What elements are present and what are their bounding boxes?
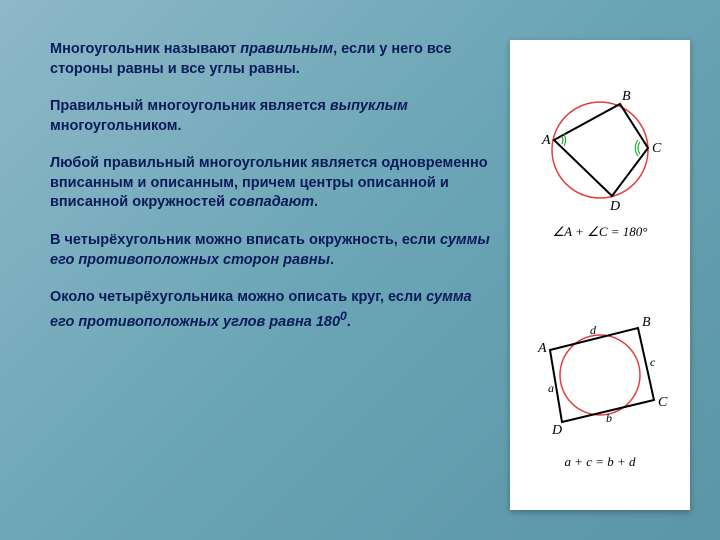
paragraph-1: Многоугольник называют правильным, если … — [50, 40, 490, 79]
p5-text-d: . — [347, 313, 351, 329]
p2-text-c: многоугольником. — [50, 118, 182, 134]
p1-text-b: правильным — [240, 41, 333, 57]
figure-column: A B C D ∠A + ∠C = 180° A B C D a b c d a… — [510, 40, 690, 510]
p4-text-a: В четырёхугольник можно вписать окружнос… — [50, 232, 440, 248]
svg-text:c: c — [650, 355, 656, 369]
svg-text:C: C — [652, 141, 662, 156]
svg-text:A: A — [537, 341, 547, 356]
p2-text-a: Правильный многоугольник является — [50, 98, 330, 114]
p3-text-c: . — [314, 194, 318, 210]
paragraph-5: Около четырёхугольника можно описать кру… — [50, 288, 490, 332]
svg-text:a: a — [548, 381, 554, 395]
figure-2: A B C D a b c d a + c = b + d — [515, 300, 685, 470]
svg-text:C: C — [658, 395, 668, 410]
paragraph-3: Любой правильный многоугольник является … — [50, 154, 490, 213]
svg-text:B: B — [622, 89, 631, 104]
figure-1-caption: ∠A + ∠C = 180° — [515, 224, 685, 240]
p2-text-b: выпуклым — [330, 98, 408, 114]
svg-text:D: D — [609, 199, 620, 214]
svg-text:D: D — [551, 423, 562, 438]
svg-text:A: A — [541, 133, 551, 148]
p1-text-a: Многоугольник называют — [50, 41, 240, 57]
svg-text:d: d — [590, 323, 597, 337]
p5-text-a: Около четырёхугольника можно описать кру… — [50, 289, 426, 305]
svg-text:b: b — [606, 411, 612, 425]
p3-text-b: совпадают — [229, 194, 314, 210]
text-column: Многоугольник называют правильным, если … — [50, 40, 510, 510]
inscribed-diagram: A B C D a b c d — [520, 300, 680, 450]
figure-1: A B C D ∠A + ∠C = 180° — [515, 80, 685, 240]
p4-text-c: . — [330, 252, 334, 268]
svg-text:B: B — [642, 315, 651, 330]
slide-content: Многоугольник называют правильным, если … — [0, 0, 720, 540]
circumscribed-diagram: A B C D — [520, 80, 680, 220]
figure-2-caption: a + c = b + d — [515, 454, 685, 470]
paragraph-4: В четырёхугольник можно вписать окружнос… — [50, 231, 490, 270]
p5-text-c: 0 — [340, 309, 347, 323]
paragraph-2: Правильный многоугольник является выпукл… — [50, 97, 490, 136]
